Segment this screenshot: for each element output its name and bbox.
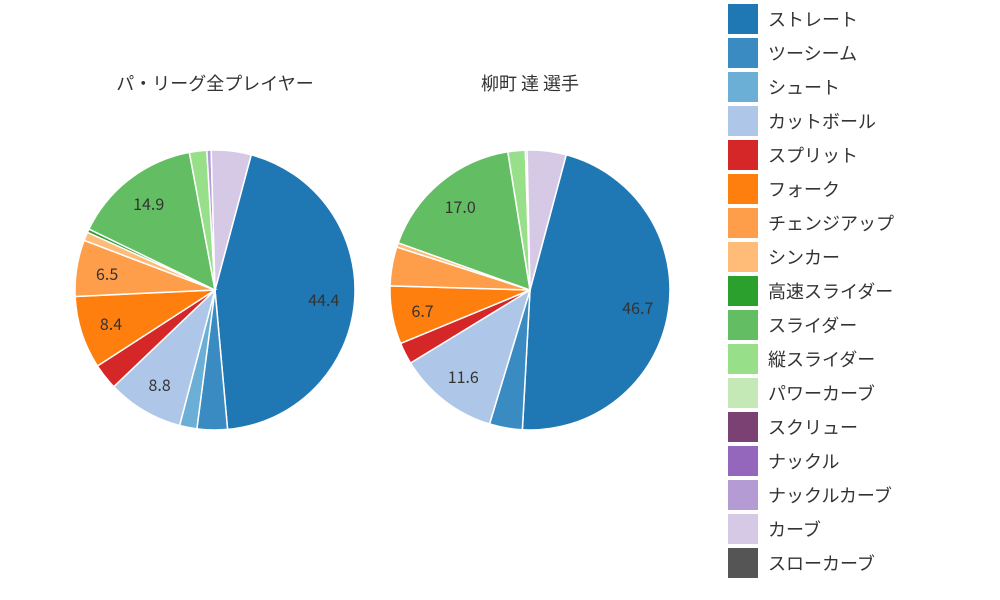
legend-swatch bbox=[728, 480, 758, 510]
legend-label: ナックル bbox=[768, 448, 839, 474]
legend-swatch bbox=[728, 378, 758, 408]
pie-slice-label-changeup: 6.5 bbox=[96, 261, 118, 285]
legend-label: シンカー bbox=[768, 244, 840, 270]
pie-svg bbox=[390, 150, 670, 430]
pie-slice-label-cut_ball: 8.8 bbox=[149, 372, 171, 396]
legend-label: スクリュー bbox=[768, 414, 858, 440]
legend-swatch bbox=[728, 174, 758, 204]
legend-label: パワーカーブ bbox=[768, 380, 875, 406]
legend-label: シュート bbox=[768, 74, 840, 100]
legend-swatch bbox=[728, 514, 758, 544]
legend-item-changeup: チェンジアップ bbox=[728, 206, 988, 240]
legend-item-slow_curve: スローカーブ bbox=[728, 546, 988, 580]
legend-label: チェンジアップ bbox=[768, 210, 894, 236]
legend-swatch bbox=[728, 38, 758, 68]
legend-label: カットボール bbox=[768, 108, 876, 134]
legend-item-screw: スクリュー bbox=[728, 410, 988, 444]
legend-item-knuckle: ナックル bbox=[728, 444, 988, 478]
pie-slice-label-fork: 6.7 bbox=[411, 298, 433, 322]
legend-swatch bbox=[728, 344, 758, 374]
chart-root: パ・リーグ全プレイヤー 44.4 8.8 8.4 6.5 14.9 柳町 達 選手 46.7 1… bbox=[0, 0, 1000, 600]
legend-item-split: スプリット bbox=[728, 138, 988, 172]
legend-item-power_curve: パワーカーブ bbox=[728, 376, 988, 410]
legend-swatch bbox=[728, 412, 758, 442]
legend-item-fork: フォーク bbox=[728, 172, 988, 206]
legend-label: ストレート bbox=[768, 6, 858, 32]
legend-label: ナックルカーブ bbox=[768, 482, 892, 508]
legend-label: 高速スライダー bbox=[768, 278, 893, 304]
chart-title: 柳町 達 選手 bbox=[481, 70, 579, 96]
legend-item-cut_ball: カットボール bbox=[728, 104, 988, 138]
legend-item-curve: カーブ bbox=[728, 512, 988, 546]
pie-chart bbox=[390, 150, 670, 430]
legend-item-slider: スライダー bbox=[728, 308, 988, 342]
legend-item-two_seam: ツーシーム bbox=[728, 36, 988, 70]
legend-label: カーブ bbox=[768, 516, 821, 542]
legend-item-knuckle_curve: ナックルカーブ bbox=[728, 478, 988, 512]
legend: ストレートツーシームシュートカットボールスプリットフォークチェンジアップシンカー… bbox=[728, 2, 988, 580]
legend-swatch bbox=[728, 276, 758, 306]
legend-swatch bbox=[728, 548, 758, 578]
legend-label: ツーシーム bbox=[768, 40, 857, 66]
chart-title: パ・リーグ全プレイヤー bbox=[116, 70, 313, 96]
legend-swatch bbox=[728, 72, 758, 102]
legend-swatch bbox=[728, 106, 758, 136]
legend-item-fast_slider: 高速スライダー bbox=[728, 274, 988, 308]
legend-swatch bbox=[728, 208, 758, 238]
legend-swatch bbox=[728, 4, 758, 34]
legend-swatch bbox=[728, 242, 758, 272]
pie-slice-label-straight: 46.7 bbox=[622, 295, 653, 319]
legend-item-v_slider: 縦スライダー bbox=[728, 342, 988, 376]
legend-label: 縦スライダー bbox=[768, 346, 875, 372]
pie-slice-label-slider: 17.0 bbox=[445, 194, 476, 218]
pie-slice-label-cut_ball: 11.6 bbox=[448, 364, 479, 388]
legend-swatch bbox=[728, 446, 758, 476]
legend-swatch bbox=[728, 310, 758, 340]
pie-slice-label-straight: 44.4 bbox=[308, 287, 339, 311]
legend-label: スローカーブ bbox=[768, 550, 875, 576]
legend-label: スプリット bbox=[768, 142, 858, 168]
legend-label: スライダー bbox=[768, 312, 857, 338]
legend-swatch bbox=[728, 140, 758, 170]
legend-item-sinker: シンカー bbox=[728, 240, 988, 274]
legend-label: フォーク bbox=[768, 176, 840, 202]
pie-slice-label-fork: 8.4 bbox=[100, 311, 122, 335]
legend-item-straight: ストレート bbox=[728, 2, 988, 36]
legend-item-shoot: シュート bbox=[728, 70, 988, 104]
pie-slice-label-slider: 14.9 bbox=[133, 191, 164, 215]
